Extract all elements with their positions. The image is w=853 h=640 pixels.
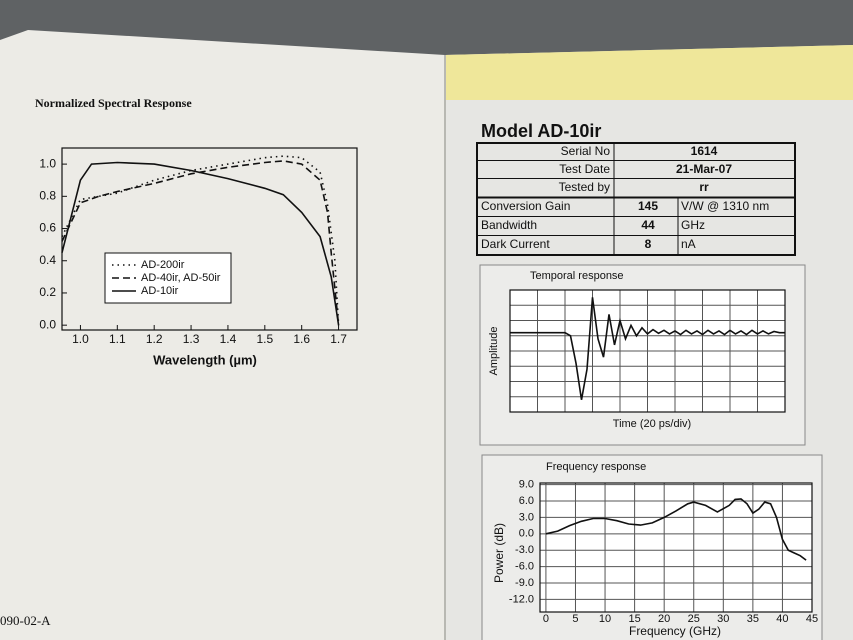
x-tick-label: 45 xyxy=(806,613,818,625)
table-unit: nA xyxy=(681,237,696,251)
legend-label: AD-40ir, AD-50ir xyxy=(141,272,221,284)
table-unit: GHz xyxy=(681,218,705,232)
y-tick-label: 0.8 xyxy=(39,188,56,202)
footer: 090-02-A xyxy=(0,613,51,628)
y-tick-label: 0.6 xyxy=(39,221,56,235)
table-value: 44 xyxy=(641,218,655,232)
legend-label: AD-200ir xyxy=(141,259,185,271)
table-label: Dark Current xyxy=(481,237,550,251)
y-tick-label: 0.2 xyxy=(39,285,56,299)
x-tick-label: 15 xyxy=(628,613,640,625)
x-tick-label: 1.1 xyxy=(109,332,126,346)
y-axis-label: Amplitude xyxy=(488,327,500,376)
y-tick-label: -12.0 xyxy=(509,593,534,605)
yellow-sheet xyxy=(445,45,853,100)
x-tick-label: 1.2 xyxy=(146,332,163,346)
chart-title: Temporal response xyxy=(530,270,624,282)
y-tick-label: 0.0 xyxy=(519,528,534,540)
table-frame xyxy=(476,142,796,256)
x-tick-label: 1.4 xyxy=(220,332,237,346)
table-value: 145 xyxy=(638,199,658,213)
table-label: Test Date xyxy=(559,162,610,176)
x-tick-label: 35 xyxy=(747,613,759,625)
x-tick-label: 25 xyxy=(688,613,700,625)
right-title: Model AD-10ir xyxy=(481,121,601,141)
x-tick-label: 1.5 xyxy=(256,332,273,346)
x-tick-label: 1.7 xyxy=(330,332,347,346)
x-tick-label: 5 xyxy=(572,613,578,625)
data-line xyxy=(510,297,785,400)
table-value: 1614 xyxy=(691,144,718,158)
table-label: Conversion Gain xyxy=(481,199,570,213)
legend-label: AD-10ir xyxy=(141,285,179,297)
table-value: 8 xyxy=(645,237,652,251)
y-tick-label: 3.0 xyxy=(519,511,534,523)
x-tick-label: 40 xyxy=(776,613,788,625)
left-page xyxy=(0,30,445,640)
x-tick-label: 1.0 xyxy=(72,332,89,346)
x-tick-label: 1.3 xyxy=(183,332,200,346)
plot-frame xyxy=(509,289,786,413)
data-line xyxy=(545,498,807,561)
table-value: rr xyxy=(699,180,709,194)
y-tick-label: 6.0 xyxy=(519,495,534,507)
y-tick-label: 9.0 xyxy=(519,479,534,491)
table-label: Tested by xyxy=(559,180,610,194)
data-line xyxy=(61,161,340,326)
y-tick-label: -3.0 xyxy=(515,544,534,556)
x-tick-label: 30 xyxy=(717,613,729,625)
plot-area xyxy=(540,483,812,612)
x-tick-label: 1.6 xyxy=(293,332,310,346)
y-axis-label: Power (dB) xyxy=(492,523,506,583)
x-axis-label: Wavelength (µm) xyxy=(153,352,257,367)
y-tick-label: 0.0 xyxy=(39,317,56,331)
y-tick-label: -9.0 xyxy=(515,577,534,589)
data-line xyxy=(61,160,340,326)
plot-frame xyxy=(539,482,813,613)
y-tick-label: 1.0 xyxy=(39,156,56,170)
chart-title: Frequency response xyxy=(546,461,646,473)
table-unit: V/W @ 1310 nm xyxy=(681,199,769,213)
table-label: Serial No xyxy=(561,144,611,158)
y-tick-label: -6.0 xyxy=(515,561,534,573)
y-tick-label: 0.4 xyxy=(39,253,56,267)
left-title: Normalized Spectral Response xyxy=(35,96,192,110)
x-axis-label: Time (20 ps/div) xyxy=(613,418,691,430)
x-tick-label: 0 xyxy=(543,613,549,625)
plot-frame xyxy=(61,147,358,331)
x-tick-label: 10 xyxy=(599,613,611,625)
x-axis-label: Frequency (GHz) xyxy=(629,624,721,638)
x-tick-label: 20 xyxy=(658,613,670,625)
table-value: 21-Mar-07 xyxy=(676,162,732,176)
table-label: Bandwidth xyxy=(481,218,537,232)
